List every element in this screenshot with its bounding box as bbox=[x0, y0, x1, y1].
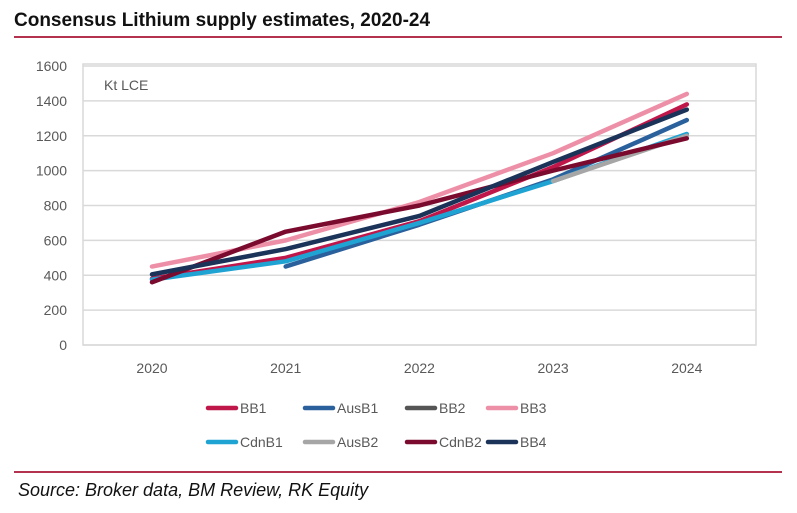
y-tick-label: 800 bbox=[44, 198, 68, 214]
y-tick-label: 1000 bbox=[36, 163, 67, 179]
series-line-BB4 bbox=[149, 107, 690, 277]
legend-label: CdnB2 bbox=[439, 434, 482, 450]
x-tick-label: 2024 bbox=[671, 360, 702, 376]
legend-label: CdnB1 bbox=[240, 434, 283, 450]
legend-label: BB2 bbox=[439, 400, 466, 416]
bottom-divider bbox=[14, 471, 782, 473]
y-tick-label: 0 bbox=[59, 337, 67, 353]
x-tick-label: 2022 bbox=[404, 360, 435, 376]
x-tick-label: 2023 bbox=[538, 360, 569, 376]
x-tick-label: 2021 bbox=[270, 360, 301, 376]
legend-label: BB4 bbox=[520, 434, 547, 450]
legend-item-AusB2: AusB2 bbox=[302, 434, 378, 450]
legend-item-BB3: BB3 bbox=[485, 400, 547, 416]
series-line-CdnB2 bbox=[149, 136, 690, 285]
legend-item-CdnB2: CdnB2 bbox=[404, 434, 482, 450]
source-note: Source: Broker data, BM Review, RK Equit… bbox=[18, 480, 369, 500]
y-tick-label: 1400 bbox=[36, 93, 67, 109]
y-axis-label: Kt LCE bbox=[104, 77, 148, 93]
legend-label: BB3 bbox=[520, 400, 547, 416]
legend-item-CdnB1: CdnB1 bbox=[205, 434, 283, 450]
y-tick-label: 200 bbox=[44, 302, 68, 318]
legend-item-BB1: BB1 bbox=[205, 400, 267, 416]
x-tick-label: 2020 bbox=[136, 360, 167, 376]
legend-label: AusB1 bbox=[337, 400, 378, 416]
y-tick-label: 1200 bbox=[36, 128, 67, 144]
y-tick-label: 400 bbox=[44, 267, 68, 283]
legend-item-BB4: BB4 bbox=[485, 434, 547, 450]
y-tick-label: 1600 bbox=[36, 58, 67, 74]
line-chart: 0 200 400 600 800 1000 1200 1400 1600 2020 2021 202… bbox=[36, 58, 757, 450]
legend-label: BB1 bbox=[240, 400, 267, 416]
y-tick-label: 600 bbox=[44, 232, 68, 248]
top-divider bbox=[14, 36, 782, 38]
page-title: Consensus Lithium supply estimates, 2020… bbox=[14, 10, 431, 31]
legend-label: AusB2 bbox=[337, 434, 378, 450]
legend-item-BB2: BB2 bbox=[404, 400, 466, 416]
legend-item-AusB1: AusB1 bbox=[302, 400, 378, 416]
